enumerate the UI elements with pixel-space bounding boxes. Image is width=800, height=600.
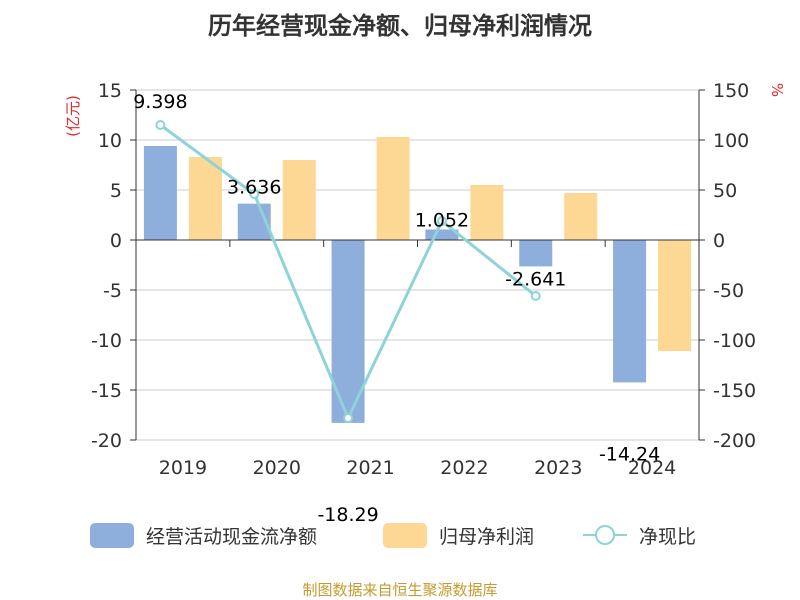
data-label: -14.24 [599, 443, 660, 465]
line-point [249, 189, 260, 199]
bar-net-profit [470, 185, 504, 240]
left-tick-label: 5 [110, 180, 122, 202]
right-tick-label: -150 [713, 380, 756, 402]
legend-label: 归母净利润 [439, 526, 534, 548]
bar-net-profit [376, 137, 410, 240]
line-point [155, 120, 166, 130]
line-point [343, 413, 354, 423]
bar-net-profit [188, 157, 222, 240]
x-tick-label: 2021 [346, 457, 394, 479]
bar-operating-cash-flow [613, 240, 647, 383]
left-tick-label: -20 [91, 430, 122, 452]
line-point [436, 216, 447, 226]
bar-net-profit [282, 160, 316, 240]
data-label: 3.636 [227, 177, 281, 199]
legend-item[interactable]: 净现比 [583, 525, 696, 548]
left-tick-label: 0 [110, 230, 122, 252]
bar-operating-cash-flow [519, 240, 553, 267]
data-label: 9.398 [133, 91, 187, 113]
right-axis-unit: % [768, 83, 786, 97]
left-tick-label: -5 [103, 280, 122, 302]
left-axis-unit: (亿元) [64, 95, 82, 137]
data-source-note: 制图数据来自恒生聚源数据库 [302, 581, 497, 599]
legend-label: 经营活动现金流净额 [146, 526, 317, 548]
left-tick-label: -10 [91, 330, 122, 352]
bar-net-profit [658, 240, 692, 351]
x-tick-label: 2019 [159, 457, 207, 479]
right-tick-label: -100 [713, 330, 756, 352]
x-tick-label: 2023 [534, 457, 582, 479]
right-tick-label: -200 [713, 430, 756, 452]
legend-swatch [90, 523, 134, 548]
left-tick-label: 10 [98, 130, 122, 152]
x-tick-label: 2020 [253, 457, 301, 479]
legend-item[interactable]: 经营活动现金流净额 [90, 523, 317, 548]
bar-operating-cash-flow [143, 146, 177, 240]
right-tick-label: 100 [713, 130, 749, 152]
right-tick-label: 0 [713, 230, 725, 252]
bar-operating-cash-flow [425, 229, 459, 240]
x-tick-label: 2024 [628, 457, 676, 479]
legend-swatch [383, 523, 427, 548]
bar-net-profit [564, 193, 598, 240]
left-tick-label: 15 [98, 80, 122, 102]
right-tick-label: -50 [713, 280, 744, 302]
right-tick-label: 150 [713, 80, 749, 102]
data-label: -18.29 [317, 504, 378, 526]
right-tick-label: 50 [713, 180, 737, 202]
data-label: 1.052 [415, 209, 469, 231]
legend-label: 净现比 [639, 526, 696, 548]
data-label: -2.641 [505, 268, 566, 290]
legend-swatch-marker [595, 525, 615, 545]
chart-title: 历年经营现金净额、归母净利润情况 [208, 12, 592, 40]
line-point [530, 291, 541, 301]
x-tick-label: 2022 [440, 457, 488, 479]
legend-item[interactable]: 归母净利润 [383, 523, 534, 548]
left-tick-label: -15 [91, 380, 122, 402]
